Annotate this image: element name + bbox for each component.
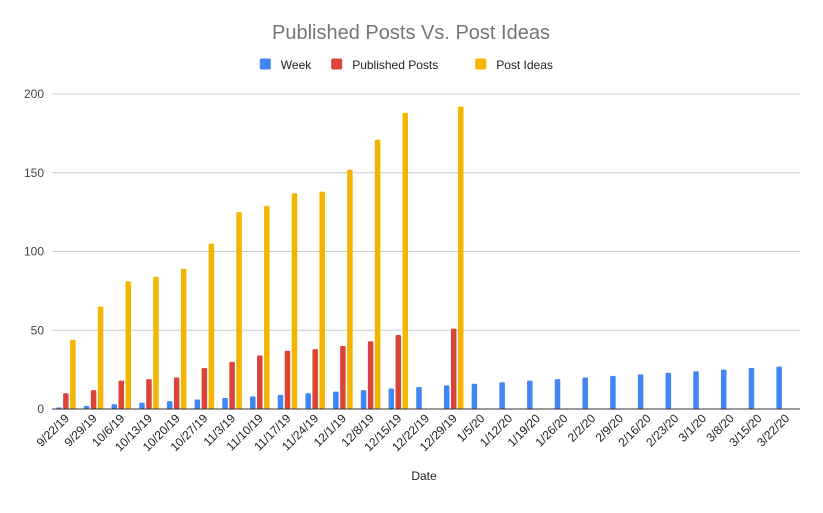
bar-published-posts	[201, 368, 208, 409]
bar-post-ideas	[457, 106, 464, 409]
bar-published-posts	[340, 346, 346, 409]
bar-week	[443, 385, 450, 409]
legend-label: Published Posts	[352, 58, 438, 72]
legend: Week Published Posts Post Ideas	[259, 58, 553, 72]
y-tick-label: 50	[31, 323, 45, 337]
legend-swatch	[259, 58, 271, 70]
bar-published-posts	[450, 328, 457, 409]
bar-published-posts	[118, 380, 125, 409]
x-axis-ticks: 9/22/199/29/1910/6/1910/13/1910/20/1910/…	[34, 411, 793, 454]
bar-post-ideas	[347, 169, 353, 409]
bar-published-posts	[173, 377, 180, 409]
y-tick-label: 150	[24, 166, 44, 180]
gridlines	[52, 93, 800, 331]
bar-week	[139, 402, 145, 409]
bar-week	[471, 383, 478, 409]
bar-post-ideas	[208, 243, 215, 409]
bar-week	[693, 371, 699, 409]
legend-label: Post Ideas	[496, 58, 553, 72]
bar-week	[582, 377, 588, 409]
bar-week	[748, 368, 755, 409]
x-tick-label: 2/2/20	[565, 411, 599, 445]
bar-post-ideas	[180, 268, 187, 409]
bar-week	[166, 401, 173, 409]
chart-title: Published Posts Vs. Post Ideas	[272, 22, 550, 44]
bar-week	[776, 366, 782, 409]
y-axis-ticks: 0 50 100 150 200	[24, 87, 44, 416]
bar-week	[637, 374, 644, 409]
legend-label: Week	[281, 58, 312, 72]
bar-published-posts	[395, 334, 402, 409]
bar-published-posts	[367, 341, 374, 409]
bar-week	[720, 369, 727, 409]
bar-post-ideas	[319, 191, 325, 409]
bar-post-ideas	[236, 212, 242, 409]
y-tick-label: 100	[24, 245, 44, 259]
legend-swatch	[475, 58, 487, 70]
bar-post-ideas	[264, 205, 270, 409]
bar-week	[277, 394, 284, 409]
bar-post-ideas	[153, 276, 159, 409]
legend-swatch	[331, 58, 343, 70]
bar-week	[665, 372, 672, 409]
bar-week	[360, 390, 367, 409]
bar-week	[83, 405, 90, 409]
bar-published-posts	[257, 355, 263, 409]
bar-week	[554, 379, 561, 409]
bar-published-posts	[90, 390, 97, 409]
bar-week	[527, 380, 533, 409]
bar-week	[610, 375, 616, 409]
x-tick-label: 3/1/20	[676, 411, 710, 445]
bar-published-posts	[146, 379, 152, 409]
bar-week	[305, 393, 311, 409]
bar-week	[194, 399, 201, 409]
y-tick-label: 0	[37, 402, 44, 416]
bar-week	[222, 397, 228, 409]
bar-week	[333, 391, 339, 409]
bar-post-ideas	[125, 281, 132, 409]
bar-post-ideas	[97, 306, 104, 409]
bar-week	[388, 388, 395, 409]
bar-published-posts	[229, 361, 235, 409]
bar-post-ideas	[402, 112, 409, 410]
bar-post-ideas	[291, 193, 298, 409]
y-tick-label: 200	[24, 87, 44, 101]
bar-post-ideas	[70, 339, 76, 409]
bar-published-posts	[63, 393, 69, 409]
bar-week	[111, 404, 118, 409]
bar-week	[250, 396, 256, 409]
x-axis-label: Date	[411, 469, 437, 483]
bar-post-ideas	[374, 139, 381, 410]
bar-week	[416, 386, 422, 409]
bar-published-posts	[284, 350, 291, 409]
bar-published-posts	[312, 349, 318, 409]
bar-week	[499, 382, 505, 409]
bars	[56, 106, 782, 410]
